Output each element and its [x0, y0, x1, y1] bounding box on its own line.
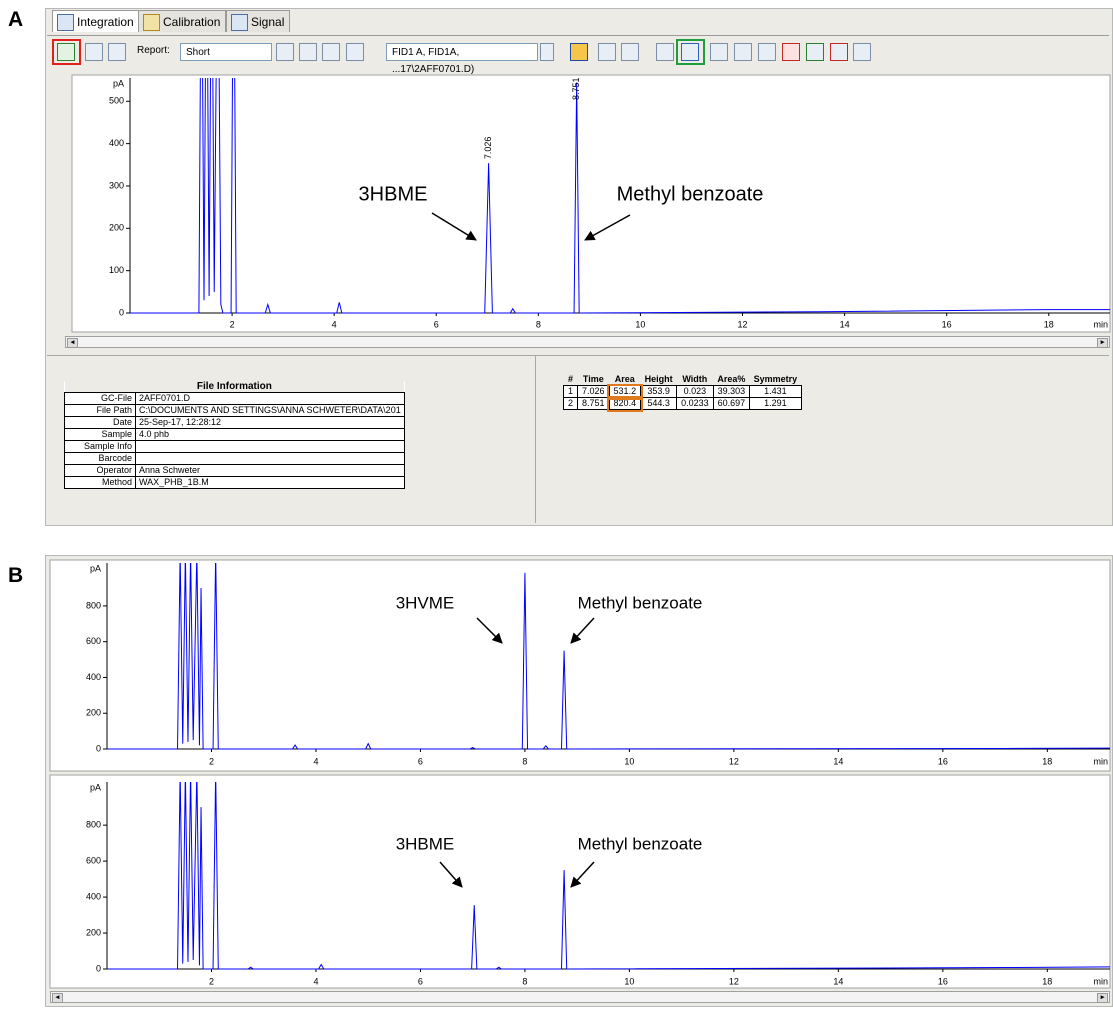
y-tick-label: 400 — [86, 891, 101, 901]
x-axis-label: min — [1093, 319, 1108, 329]
y-axis-label: pA — [90, 563, 101, 573]
x-tick-label: 6 — [434, 319, 439, 329]
x-tick-label: 16 — [938, 756, 948, 766]
y-tick-label: 400 — [109, 138, 124, 148]
x-tick-label: 8 — [522, 976, 527, 986]
x-tick-label: 12 — [729, 756, 739, 766]
x-tick-label: 12 — [737, 319, 747, 329]
x-tick-label: 2 — [209, 756, 214, 766]
y-tick-label: 0 — [96, 743, 101, 753]
screenshot: A B Integration Calibration Signal Repor… — [0, 0, 1113, 1014]
x-tick-label: 18 — [1044, 319, 1054, 329]
x-tick-label: 16 — [938, 976, 948, 986]
annotation: 3HBME — [359, 183, 428, 205]
x-tick-label: 4 — [332, 319, 337, 329]
x-tick-label: 6 — [418, 756, 423, 766]
peak-label: 8.751 — [571, 77, 581, 100]
y-tick-label: 800 — [86, 820, 101, 830]
x-tick-label: 2 — [230, 319, 235, 329]
x-tick-label: 14 — [833, 756, 843, 766]
y-axis-label: pA — [90, 782, 101, 792]
x-tick-label: 2 — [209, 976, 214, 986]
y-tick-label: 200 — [86, 927, 101, 937]
charts: 010020030040050024681012141618pAmin7.026… — [0, 0, 1113, 1014]
x-tick-label: 14 — [840, 319, 850, 329]
y-tick-label: 600 — [86, 855, 101, 865]
y-axis-label: pA — [113, 78, 124, 88]
chart-frame — [50, 775, 1110, 988]
x-tick-label: 18 — [1042, 756, 1052, 766]
x-tick-label: 6 — [418, 976, 423, 986]
y-tick-label: 800 — [86, 600, 101, 610]
x-tick-label: 18 — [1042, 976, 1052, 986]
y-tick-label: 100 — [109, 265, 124, 275]
annotation: Methyl benzoate — [578, 834, 703, 853]
y-tick-label: 200 — [86, 708, 101, 718]
y-tick-label: 400 — [86, 672, 101, 682]
annotation: 3HVME — [396, 593, 455, 612]
x-tick-label: 10 — [624, 976, 634, 986]
y-tick-label: 600 — [86, 636, 101, 646]
chart-frame — [50, 560, 1110, 771]
x-tick-label: 10 — [624, 756, 634, 766]
y-tick-label: 200 — [109, 223, 124, 233]
x-tick-label: 12 — [729, 976, 739, 986]
x-tick-label: 4 — [313, 976, 318, 986]
y-tick-label: 0 — [119, 307, 124, 317]
annotation: 3HBME — [396, 834, 455, 853]
x-axis-label: min — [1093, 976, 1108, 986]
y-tick-label: 0 — [96, 963, 101, 973]
x-tick-label: 8 — [536, 319, 541, 329]
y-tick-label: 500 — [109, 96, 124, 106]
x-tick-label: 10 — [635, 319, 645, 329]
annotation: Methyl benzoate — [617, 183, 764, 205]
peak-label: 7.026 — [483, 137, 493, 160]
x-tick-label: 8 — [522, 756, 527, 766]
annotation: Methyl benzoate — [578, 593, 703, 612]
chart-frame — [72, 75, 1110, 332]
x-tick-label: 4 — [313, 756, 318, 766]
x-tick-label: 14 — [833, 976, 843, 986]
y-tick-label: 300 — [109, 180, 124, 190]
x-axis-label: min — [1093, 756, 1108, 766]
x-tick-label: 16 — [942, 319, 952, 329]
